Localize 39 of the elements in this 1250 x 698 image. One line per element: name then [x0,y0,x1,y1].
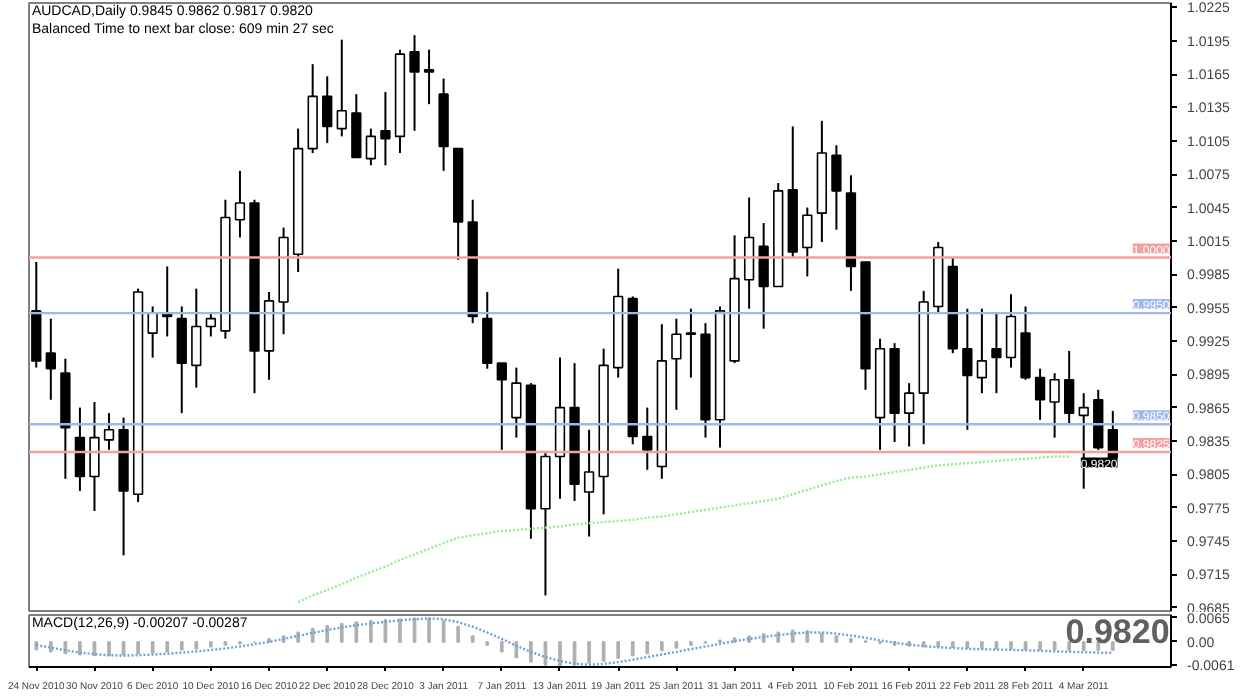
candlestick [1093,388,1104,451]
candlestick [991,312,1002,395]
candlestick [642,406,653,471]
candlestick [147,305,158,359]
candlestick [380,90,391,167]
candlestick [962,307,973,431]
candlestick [802,206,813,278]
candlestick [205,312,217,338]
candlestick [89,401,100,512]
candlestick [365,127,377,167]
candlestick [1064,349,1075,426]
candlestick [234,169,246,239]
candlestick [176,305,187,415]
candlestick [903,382,915,448]
candlestick [191,287,202,389]
candlestick [671,317,682,411]
candlestick [685,307,697,379]
line-series [296,455,1071,604]
annotation: 0.9820 [1065,613,1170,651]
candlestick [45,317,56,401]
candlestick [976,307,988,395]
candlestick [322,75,333,145]
candlestick [351,93,362,159]
candlestick [1034,367,1046,421]
candlestick [1049,372,1060,439]
candlestick [409,34,420,132]
candlestick [758,222,769,330]
candlestick [831,144,842,231]
candlestick [496,362,507,451]
candlestick [1005,293,1017,369]
candlestick [423,48,435,106]
candlestick [1020,305,1031,381]
candlestick [74,406,86,492]
candlestick [482,290,493,370]
candlestick [511,366,522,439]
candlestick [743,196,755,310]
candlestick [103,412,115,451]
candlestick [583,428,595,538]
candlestick [336,38,347,138]
